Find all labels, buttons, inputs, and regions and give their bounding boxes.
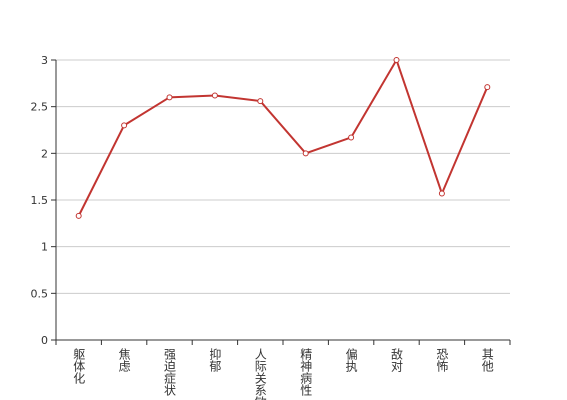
point <box>484 84 491 91</box>
point <box>393 57 400 63</box>
x-tick-label: 敌对 <box>390 347 404 372</box>
x-tick-label: 偏执 <box>344 347 358 373</box>
x-tick-label: 恐怖 <box>435 348 449 372</box>
point <box>438 190 445 197</box>
x-tick-label: 躯体化 <box>72 347 86 385</box>
x-tick-label: 抑郁 <box>208 347 222 373</box>
point <box>121 122 128 129</box>
x-tick-label: 焦虑 <box>117 348 131 372</box>
point <box>211 92 218 99</box>
y-tick-label: 2.5 <box>31 101 49 114</box>
point <box>257 98 264 105</box>
point <box>348 134 355 141</box>
point <box>166 94 173 101</box>
y-tick-label: 3 <box>41 54 48 67</box>
x-tick-label: 精神病性 <box>299 348 313 397</box>
x-tick-label: 人际关系敏感 <box>253 348 267 400</box>
y-tick-label: 1.5 <box>31 194 49 207</box>
y-tick-label: 0 <box>41 334 48 347</box>
line <box>77 57 489 217</box>
point <box>302 150 309 157</box>
point <box>75 212 82 219</box>
x-tick-label: 强迫症状 <box>163 348 177 396</box>
y-tick-label: 2 <box>41 147 48 160</box>
y-tick-label: 0.5 <box>31 287 49 300</box>
y-tick-label: 1 <box>41 241 48 254</box>
x-tick-label: 其他 <box>480 348 494 372</box>
